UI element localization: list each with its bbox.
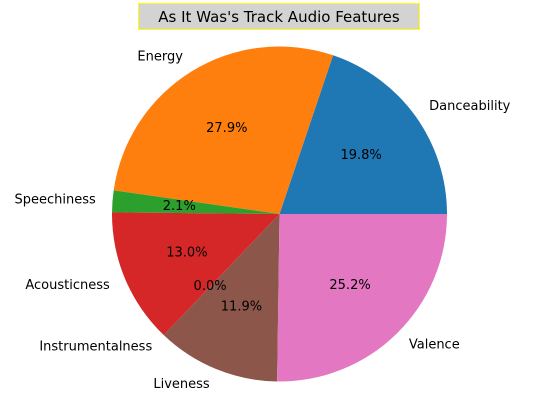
slice-liveness xyxy=(163,214,280,382)
percent-label-acousticness: 13.0% xyxy=(166,246,207,261)
slice-speechiness xyxy=(112,190,280,214)
slice-acousticness xyxy=(112,212,280,336)
percent-label-valence: 25.2% xyxy=(329,278,370,293)
category-label-valence: Valence xyxy=(409,338,460,353)
percent-label-instrumentalness: 0.0% xyxy=(194,279,227,294)
category-label-speechiness: Speechiness xyxy=(14,193,96,208)
category-labels: Danceability Energy Speechiness Acousticnes… xyxy=(14,50,510,392)
percent-label-energy: 27.9% xyxy=(206,121,247,136)
category-label-energy: Energy xyxy=(137,50,183,65)
category-label-instrumentalness: Instrumentalness xyxy=(39,340,152,355)
category-label-danceability: Danceability xyxy=(429,99,511,114)
percent-labels: 19.8% 27.9% 2.1% 13.0% 0.0% 11.9% 25.2% xyxy=(163,121,382,315)
percent-label-danceability: 19.8% xyxy=(340,148,381,163)
chart-title: As It Was's Track Audio Features xyxy=(138,3,420,30)
percent-label-speechiness: 2.1% xyxy=(163,199,196,214)
slice-valence xyxy=(277,214,447,382)
percent-label-liveness: 11.9% xyxy=(221,300,262,315)
slice-energy xyxy=(113,46,334,214)
pie-slices xyxy=(112,46,447,382)
slice-danceability xyxy=(279,55,447,214)
category-label-liveness: Liveness xyxy=(153,377,210,392)
category-label-acousticness: Acousticness xyxy=(25,278,110,293)
